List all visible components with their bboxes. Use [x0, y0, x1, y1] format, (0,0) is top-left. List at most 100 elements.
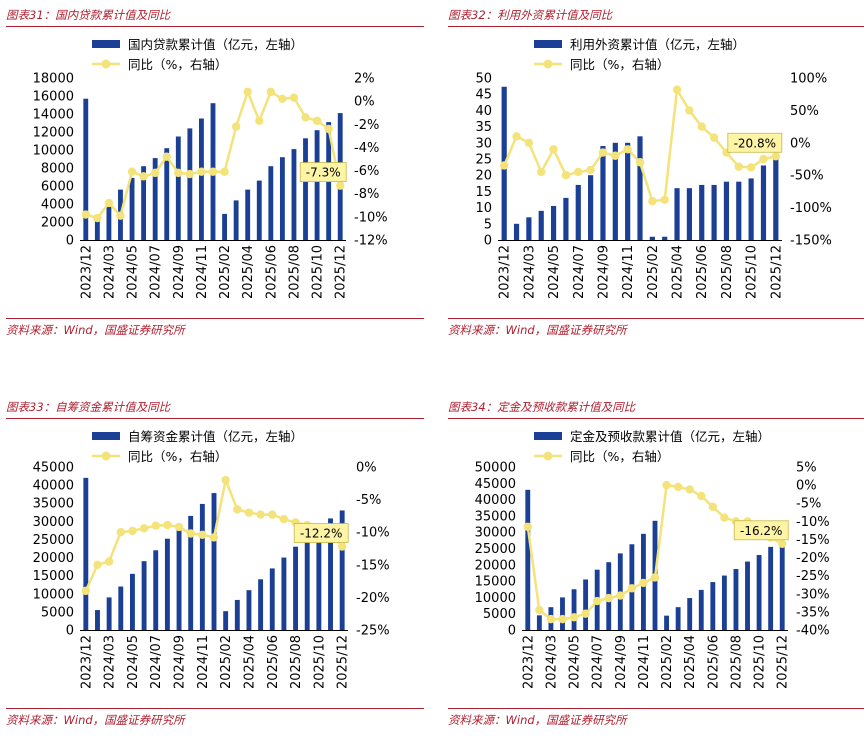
x-tick-label: 2024/09 [172, 245, 187, 299]
line-marker [185, 169, 195, 179]
x-tick-label: 2024/05 [547, 245, 562, 299]
x-tick-label: 2024/03 [102, 245, 117, 299]
left-axis-tick-label: 0 [484, 234, 492, 249]
line-marker [209, 533, 219, 542]
x-tick-label: 2024/11 [637, 635, 652, 689]
bar [560, 597, 565, 630]
line-marker [771, 152, 781, 161]
line-marker [197, 167, 206, 176]
line-marker [127, 167, 137, 176]
title-rule [448, 418, 864, 419]
bar [571, 589, 577, 630]
left-axis-tick-label: 40000 [475, 493, 516, 508]
legend-bar-swatch [534, 40, 562, 48]
bar [538, 210, 544, 240]
line-marker [558, 614, 567, 624]
bar [526, 217, 532, 240]
bar [211, 493, 217, 630]
bar [268, 166, 274, 240]
line-marker [581, 609, 590, 618]
left-axis-tick-label: 10000 [475, 591, 516, 606]
x-tick-label: 2024/11 [621, 245, 636, 299]
bar [536, 615, 542, 630]
line-marker [746, 163, 756, 172]
left-axis-tick-label: 20000 [475, 558, 516, 573]
chart-panel-self-raised-funds: 图表33：自筹资金累计值及同比 自筹资金累计值（亿元，左轴） 同比（%，右轴） 0 5… [6, 392, 424, 742]
legend-line-marker [543, 59, 553, 69]
legend-line-label: 同比（%，右轴） [570, 57, 669, 72]
left-axis-tick-label: 8000 [41, 162, 74, 177]
bar [293, 546, 299, 630]
right-axis-tick-label: 0% [796, 479, 817, 494]
x-tick-label: 2025/08 [289, 635, 304, 689]
bar [152, 158, 158, 240]
line-marker [623, 145, 632, 154]
legend-line-label: 同比（%，右轴） [128, 449, 227, 464]
bar [106, 200, 112, 240]
bar [550, 205, 557, 240]
line-marker [524, 138, 534, 147]
bar [222, 213, 227, 240]
line-marker [278, 94, 287, 104]
bar [223, 611, 229, 630]
line-marker [301, 113, 310, 122]
left-axis-tick-label: 2000 [41, 216, 74, 231]
chart-panel-loans: 图表31：国内贷款累计值及同比 国内贷款累计值（亿元，左轴） 同比（%，右轴） 0 2… [6, 0, 424, 340]
line-marker [549, 145, 558, 154]
x-tick-label: 2025/08 [287, 245, 302, 299]
bar [176, 528, 182, 630]
x-tick-label: 2024/05 [126, 635, 141, 689]
line-marker [139, 172, 148, 181]
bar [83, 98, 89, 240]
bar [269, 568, 275, 630]
callout-box [299, 162, 347, 183]
bar [612, 142, 618, 240]
line-marker [289, 93, 299, 102]
line-marker [312, 116, 322, 126]
bar [328, 518, 333, 630]
x-tick-label: 2024/09 [614, 635, 629, 689]
left-axis-tick-label: 16000 [33, 90, 74, 105]
right-axis-tick-label: -10% [796, 515, 830, 530]
line-marker [174, 168, 183, 178]
source-note: 资料来源：Wind，国盛证券研究所 [448, 323, 627, 337]
legend-bar-label: 利用外资累计值（亿元，左轴） [570, 37, 745, 52]
bar [575, 184, 581, 240]
legend-bar-label: 自筹资金累计值（亿元，左轴） [128, 429, 303, 444]
line-marker [627, 584, 637, 593]
x-tick-label: 2025/12 [769, 245, 784, 299]
line-marker [337, 542, 347, 551]
chart-panel-deposits-advances: 图表34：定金及预收款累计值及同比 定金及预收款累计值（亿元，左轴） 同比（%，右… [448, 392, 864, 742]
chart-svg: 国内贷款累计值（亿元，左轴） 同比（%，右轴） 0 2000 4000 6000 8000 1… [33, 37, 388, 299]
bar [733, 569, 739, 630]
left-axis-tick-label: 25000 [33, 533, 74, 548]
line-marker [697, 122, 706, 131]
right-axis-tick-label: 0% [356, 461, 377, 476]
line-marker [233, 505, 242, 514]
right-axis-tick-label: -6% [354, 164, 379, 179]
bar [164, 538, 170, 630]
line-marker [685, 485, 694, 494]
left-axis-tick-label: 6000 [41, 180, 74, 195]
source-rule [448, 708, 864, 709]
right-axis-tick-label: 2% [354, 72, 375, 87]
line-marker [535, 605, 544, 615]
bar [314, 130, 320, 240]
left-axis-tick-label: 50 [475, 72, 492, 87]
line-marker [243, 87, 252, 97]
bar [699, 184, 705, 240]
x-tick-label: 2025/06 [264, 245, 279, 299]
x-tick-label: 2025/10 [312, 635, 327, 689]
bar [106, 597, 112, 630]
bar [291, 149, 297, 240]
line-marker [672, 85, 682, 94]
bar [563, 197, 569, 240]
callout-label: -16.2% [740, 524, 782, 538]
bar [600, 146, 606, 240]
right-axis-tick-label: -5% [796, 497, 821, 512]
line-marker [616, 591, 625, 600]
line-marker [162, 152, 171, 161]
bar [662, 236, 668, 240]
right-axis-tick-label: 0% [790, 136, 811, 151]
x-tick-label: 2025/04 [241, 245, 256, 299]
